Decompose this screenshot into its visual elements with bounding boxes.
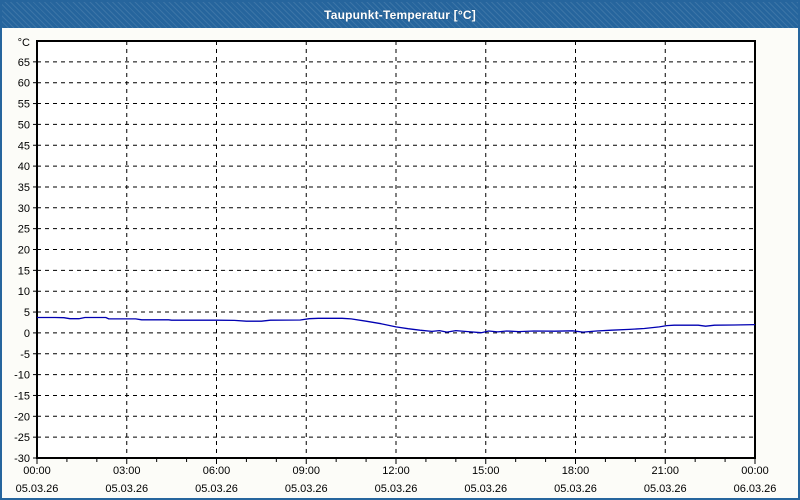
x-tick-date-label: 06.03.26 — [734, 483, 777, 495]
x-tick-time-label: 21:00 — [651, 465, 679, 477]
y-tick-label: -20 — [14, 411, 30, 423]
x-tick-time-label: 15:00 — [472, 465, 500, 477]
y-tick-label: -25 — [14, 432, 30, 444]
y-tick-label: -5 — [20, 349, 30, 361]
y-tick-label: 55 — [18, 99, 30, 111]
x-tick-date-label: 05.03.26 — [554, 483, 597, 495]
x-tick-date-label: 05.03.26 — [195, 483, 238, 495]
x-tick-date-label: 05.03.26 — [644, 483, 687, 495]
y-tick-label: -10 — [14, 370, 30, 382]
x-tick-time-label: 18:00 — [562, 465, 590, 477]
y-tick-label: 35 — [18, 182, 30, 194]
y-tick-label: -15 — [14, 390, 30, 402]
y-axis-unit-label: °C — [18, 37, 30, 49]
y-tick-label: 10 — [18, 286, 30, 298]
x-tick-date-label: 05.03.26 — [464, 483, 507, 495]
plot-border — [36, 40, 756, 459]
x-tick-time-label: 09:00 — [292, 465, 320, 477]
x-tick-date-label: 05.03.26 — [375, 483, 418, 495]
x-tick-time-label: 06:00 — [203, 465, 231, 477]
chart-area: 65 60 55 50 45 40 35 30 25 20 15 10 5 0 -5 -10 -15 -20 -25… — [2, 28, 798, 498]
y-tick-label: 0 — [24, 328, 30, 340]
window-title: Taupunkt-Temperatur [°C] — [324, 8, 476, 22]
y-tick-label: 5 — [24, 307, 30, 319]
y-tick-label: 15 — [18, 265, 30, 277]
y-tick-label: 40 — [18, 161, 30, 173]
x-tick-date-label: 05.03.26 — [16, 483, 59, 495]
y-tick-label: 30 — [18, 203, 30, 215]
y-tick-label: 60 — [18, 78, 30, 90]
y-tick-label: 65 — [18, 57, 30, 69]
y-tick-label: 25 — [18, 224, 30, 236]
dew-point-line — [37, 316, 756, 334]
chart-svg: 65605550454035302520151050-5-10-15-20-25… — [14, 37, 777, 495]
x-tick-time-label: 03:00 — [113, 465, 141, 477]
x-tick-date-label: 05.03.26 — [285, 483, 328, 495]
y-tick-label: 20 — [18, 245, 30, 257]
y-tick-label: 50 — [18, 119, 30, 131]
y-tick-label: -30 — [14, 453, 30, 465]
x-tick-time-label: 00:00 — [23, 465, 51, 477]
y-tick-label: 45 — [18, 140, 30, 152]
title-bar[interactable]: Taupunkt-Temperatur [°C] — [2, 2, 798, 28]
x-tick-time-label: 00:00 — [741, 465, 769, 477]
x-tick-date-label: 05.03.26 — [105, 483, 148, 495]
x-tick-time-label: 12:00 — [382, 465, 410, 477]
